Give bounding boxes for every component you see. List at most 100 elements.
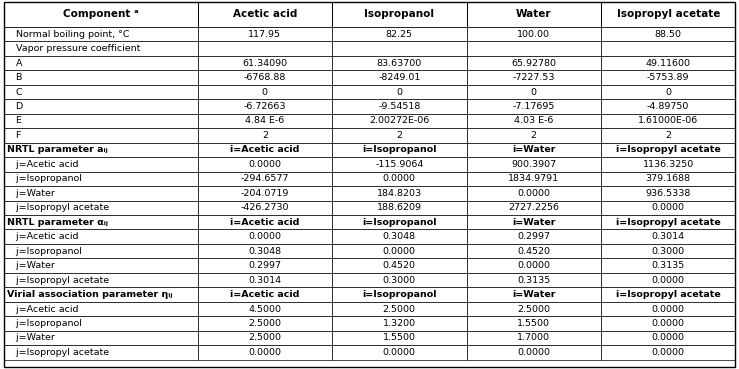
Bar xyxy=(197,172,332,186)
Text: i=Isopropyl acetate: i=Isopropyl acetate xyxy=(616,145,721,154)
Text: 0.0000: 0.0000 xyxy=(652,304,685,314)
Text: 0.0000: 0.0000 xyxy=(383,246,416,256)
Text: j=Acetic acid: j=Acetic acid xyxy=(7,160,79,169)
Bar xyxy=(197,273,332,287)
Bar xyxy=(601,114,735,128)
Text: i=Water: i=Water xyxy=(512,290,556,299)
Bar xyxy=(197,200,332,215)
Text: 0.0000: 0.0000 xyxy=(517,261,551,270)
Text: i=Isopropanol: i=Isopropanol xyxy=(362,290,437,299)
Bar xyxy=(4,345,197,360)
Bar xyxy=(4,172,197,186)
Bar xyxy=(466,287,601,302)
Text: 1.61000E-06: 1.61000E-06 xyxy=(638,117,698,125)
Bar xyxy=(332,2,466,27)
Bar xyxy=(4,331,197,345)
Text: 0: 0 xyxy=(262,87,268,97)
Bar xyxy=(197,41,332,56)
Text: Vapor pressure coefficient: Vapor pressure coefficient xyxy=(7,44,140,53)
Bar xyxy=(601,331,735,345)
Text: i=Acetic acid: i=Acetic acid xyxy=(230,290,299,299)
Text: D: D xyxy=(7,102,24,111)
Text: 0.2997: 0.2997 xyxy=(517,232,551,241)
Bar xyxy=(4,230,197,244)
Text: 0.3000: 0.3000 xyxy=(383,276,416,284)
Bar xyxy=(601,128,735,143)
Text: 0.3135: 0.3135 xyxy=(517,276,551,284)
Text: 2.00272E-06: 2.00272E-06 xyxy=(370,117,429,125)
Text: 2.5000: 2.5000 xyxy=(248,334,282,342)
Bar xyxy=(4,157,197,172)
Bar xyxy=(601,200,735,215)
Bar xyxy=(466,143,601,157)
Bar xyxy=(466,2,601,27)
Bar xyxy=(197,27,332,41)
Text: 379.1688: 379.1688 xyxy=(646,174,691,183)
Text: NRTL parameter aᵢⱼ: NRTL parameter aᵢⱼ xyxy=(7,145,108,154)
Bar xyxy=(601,70,735,85)
Text: -6.72663: -6.72663 xyxy=(244,102,286,111)
Text: 0: 0 xyxy=(531,87,537,97)
Text: -7227.53: -7227.53 xyxy=(512,73,555,82)
Text: 82.25: 82.25 xyxy=(386,30,413,39)
Bar xyxy=(466,316,601,331)
Bar xyxy=(332,302,466,316)
Text: 2.5000: 2.5000 xyxy=(383,304,416,314)
Bar xyxy=(197,157,332,172)
Bar xyxy=(332,230,466,244)
Bar xyxy=(4,41,197,56)
Bar xyxy=(4,70,197,85)
Bar xyxy=(332,258,466,273)
Text: 900.3907: 900.3907 xyxy=(511,160,556,169)
Text: 936.5338: 936.5338 xyxy=(646,189,691,198)
Text: 0.4520: 0.4520 xyxy=(517,246,551,256)
Bar xyxy=(466,200,601,215)
Bar xyxy=(601,316,735,331)
Bar xyxy=(332,316,466,331)
Text: 0.3014: 0.3014 xyxy=(248,276,282,284)
Bar xyxy=(332,200,466,215)
Bar xyxy=(4,316,197,331)
Bar xyxy=(466,27,601,41)
Text: Normal boiling point, °C: Normal boiling point, °C xyxy=(7,30,130,39)
Text: 0.3048: 0.3048 xyxy=(248,246,282,256)
Bar xyxy=(197,244,332,258)
Text: 1136.3250: 1136.3250 xyxy=(643,160,694,169)
Text: 1.5500: 1.5500 xyxy=(383,334,416,342)
Bar xyxy=(332,273,466,287)
Bar xyxy=(601,302,735,316)
Bar xyxy=(332,215,466,230)
Text: 4.03 E-6: 4.03 E-6 xyxy=(514,117,554,125)
Bar xyxy=(197,56,332,70)
Bar xyxy=(601,273,735,287)
Bar xyxy=(332,157,466,172)
Bar xyxy=(197,85,332,99)
Text: Component ᵃ: Component ᵃ xyxy=(63,9,138,20)
Bar xyxy=(601,215,735,230)
Text: 0.0000: 0.0000 xyxy=(652,348,685,357)
Text: i=Acetic acid: i=Acetic acid xyxy=(230,218,299,227)
Bar xyxy=(4,27,197,41)
Bar xyxy=(4,2,197,27)
Text: -294.6577: -294.6577 xyxy=(241,174,289,183)
Text: E: E xyxy=(7,117,22,125)
Text: j=Isopropanol: j=Isopropanol xyxy=(7,174,82,183)
Bar xyxy=(466,215,601,230)
Bar xyxy=(601,27,735,41)
Bar xyxy=(466,157,601,172)
Bar xyxy=(601,85,735,99)
Text: 2: 2 xyxy=(262,131,268,140)
Text: -426.2730: -426.2730 xyxy=(241,203,289,212)
Text: -5753.89: -5753.89 xyxy=(647,73,689,82)
Text: -9.54518: -9.54518 xyxy=(378,102,420,111)
Text: B: B xyxy=(7,73,23,82)
Text: Isopropanol: Isopropanol xyxy=(364,9,435,20)
Text: i=Water: i=Water xyxy=(512,145,556,154)
Text: j=Isopropyl acetate: j=Isopropyl acetate xyxy=(7,276,109,284)
Text: 88.50: 88.50 xyxy=(655,30,681,39)
Bar xyxy=(601,2,735,27)
Bar xyxy=(466,186,601,200)
Bar xyxy=(332,41,466,56)
Bar xyxy=(197,128,332,143)
Bar xyxy=(4,99,197,114)
